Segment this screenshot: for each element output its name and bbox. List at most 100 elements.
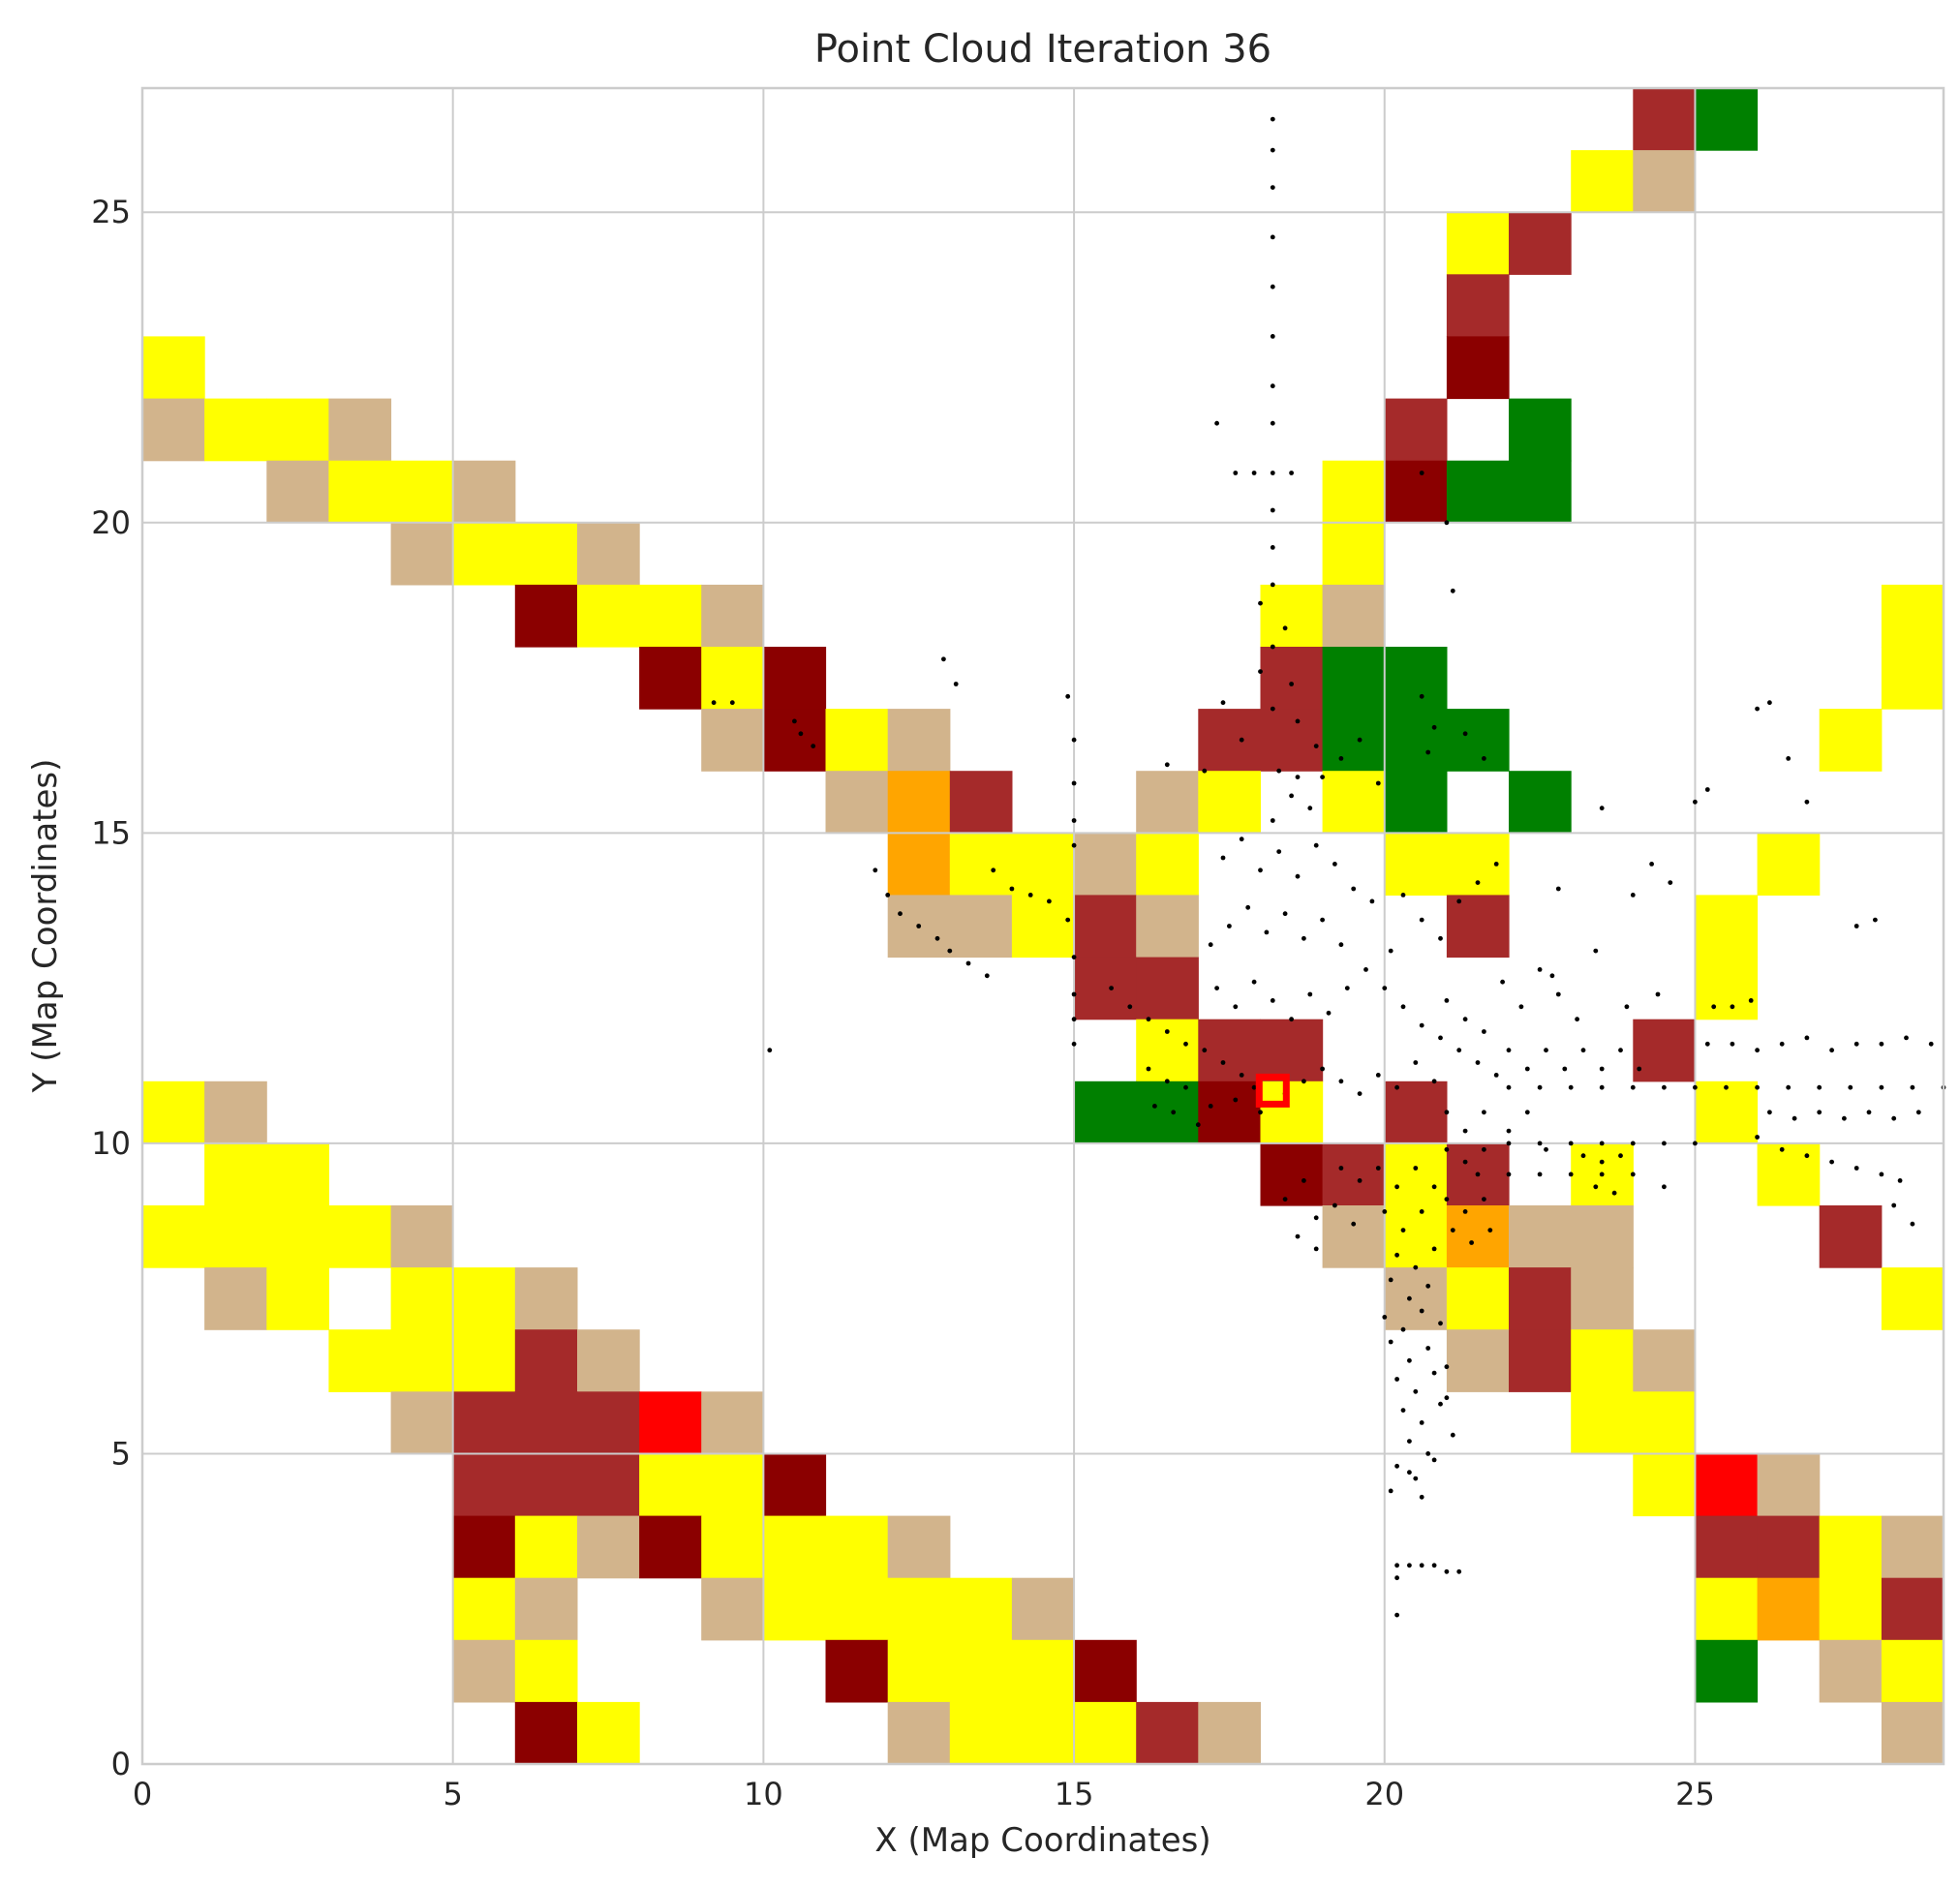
grid-cell — [763, 1577, 827, 1641]
plot-frame — [140, 86, 1945, 1766]
cloud-point — [1183, 1041, 1188, 1047]
cloud-point — [1456, 1568, 1462, 1574]
cloud-point — [934, 935, 940, 941]
grid-cell — [514, 1701, 578, 1765]
grid-cell — [266, 1267, 329, 1330]
cloud-point — [1482, 1146, 1486, 1152]
cloud-point — [1693, 1141, 1698, 1146]
cloud-point — [1270, 116, 1275, 122]
grid-cell — [204, 398, 267, 462]
grid-cell — [1384, 1267, 1448, 1330]
cloud-point — [1544, 1146, 1548, 1152]
cloud-point — [1456, 1048, 1462, 1053]
grid-cell — [328, 460, 392, 524]
grid-cell — [514, 1267, 578, 1330]
grid-cell — [1384, 460, 1448, 524]
cloud-point — [1332, 862, 1337, 867]
grid-cell — [1881, 1701, 1945, 1765]
cloud-point — [991, 867, 996, 873]
grid-cell — [1384, 647, 1448, 710]
cloud-point — [1419, 1308, 1424, 1314]
grid-cell — [1074, 1080, 1137, 1144]
cloud-point — [1767, 700, 1772, 706]
cloud-point — [1071, 991, 1077, 997]
grid-cell — [390, 1205, 454, 1268]
cloud-point — [1047, 898, 1052, 904]
cloud-point — [1382, 986, 1388, 990]
cloud-point — [1506, 1048, 1512, 1053]
cloud-point — [1524, 1110, 1530, 1115]
cloud-point — [1662, 1084, 1667, 1090]
cloud-point — [1419, 1022, 1424, 1028]
grid-cell — [1136, 895, 1199, 959]
cloud-point — [1431, 1246, 1437, 1252]
cloud-point — [1264, 929, 1270, 935]
cloud-point — [1258, 867, 1263, 873]
cloud-point — [1394, 1575, 1399, 1581]
cloud-point — [1662, 1184, 1667, 1190]
cloud-point — [1593, 1184, 1599, 1190]
y-tick-label: 15 — [91, 814, 131, 851]
cloud-point — [1662, 1141, 1667, 1146]
grid-cell — [1446, 1267, 1510, 1330]
grid-cell — [452, 460, 516, 524]
grid-cell — [1695, 1639, 1759, 1703]
grid-cell — [949, 1701, 1013, 1765]
cloud-point — [1438, 1035, 1443, 1041]
grid-cell — [1260, 1080, 1324, 1144]
grid-cell — [1446, 274, 1510, 337]
grid-cell — [763, 1453, 827, 1517]
cloud-point — [767, 1048, 773, 1053]
cloud-point — [1270, 147, 1275, 153]
cloud-point — [1438, 935, 1443, 941]
cloud-point — [1220, 855, 1226, 861]
cloud-point — [1164, 762, 1170, 768]
cloud-point — [1239, 1073, 1244, 1078]
cloud-point — [1282, 911, 1288, 917]
grid-cell — [887, 771, 951, 834]
cloud-point — [1302, 1079, 1306, 1084]
grid-cell — [1011, 1701, 1075, 1765]
grid-cell — [1819, 1577, 1883, 1641]
grid-cell — [1446, 1329, 1510, 1392]
cloud-point — [1487, 1228, 1493, 1233]
grid-cell — [1757, 1453, 1821, 1517]
cloud-point — [1879, 1041, 1884, 1047]
cloud-point — [1568, 1084, 1574, 1090]
grid-cell — [1260, 1142, 1324, 1206]
cloud-point — [1375, 1166, 1381, 1171]
cloud-point — [1282, 625, 1288, 631]
cloud-point — [1928, 1041, 1934, 1047]
cloud-point — [1593, 948, 1599, 954]
cloud-point — [1338, 1079, 1344, 1084]
cloud-point — [1258, 600, 1263, 606]
cloud-point — [1202, 768, 1208, 774]
cloud-point — [1146, 1017, 1151, 1022]
cloud-point — [1289, 1017, 1294, 1022]
grid-cell — [887, 709, 951, 772]
grid-cell — [266, 1142, 329, 1206]
grid-cell — [1819, 709, 1883, 772]
cloud-point — [1637, 1066, 1642, 1072]
cloud-point — [1400, 1326, 1406, 1332]
grid-cell — [1074, 833, 1137, 896]
grid-cell — [142, 336, 205, 400]
cloud-point — [1804, 1153, 1810, 1159]
cloud-point — [1270, 471, 1275, 475]
cloud-point — [1431, 1457, 1437, 1463]
cloud-point — [1829, 1048, 1834, 1053]
x-tick-label: 0 — [133, 1776, 152, 1812]
cloud-point — [1444, 1110, 1450, 1115]
cloud-point — [1755, 1135, 1760, 1140]
grid-cell — [514, 1577, 578, 1641]
cloud-point — [1568, 1141, 1574, 1146]
cloud-point — [1419, 1494, 1424, 1500]
cloud-point — [1575, 1017, 1579, 1022]
grid-cell — [1633, 1453, 1696, 1517]
cloud-point — [1214, 420, 1219, 426]
cloud-point — [1655, 991, 1661, 997]
cloud-point — [1307, 991, 1313, 997]
grid-cell — [1571, 1391, 1634, 1454]
cloud-point — [1910, 1084, 1915, 1090]
grid-cell — [1198, 1701, 1261, 1765]
